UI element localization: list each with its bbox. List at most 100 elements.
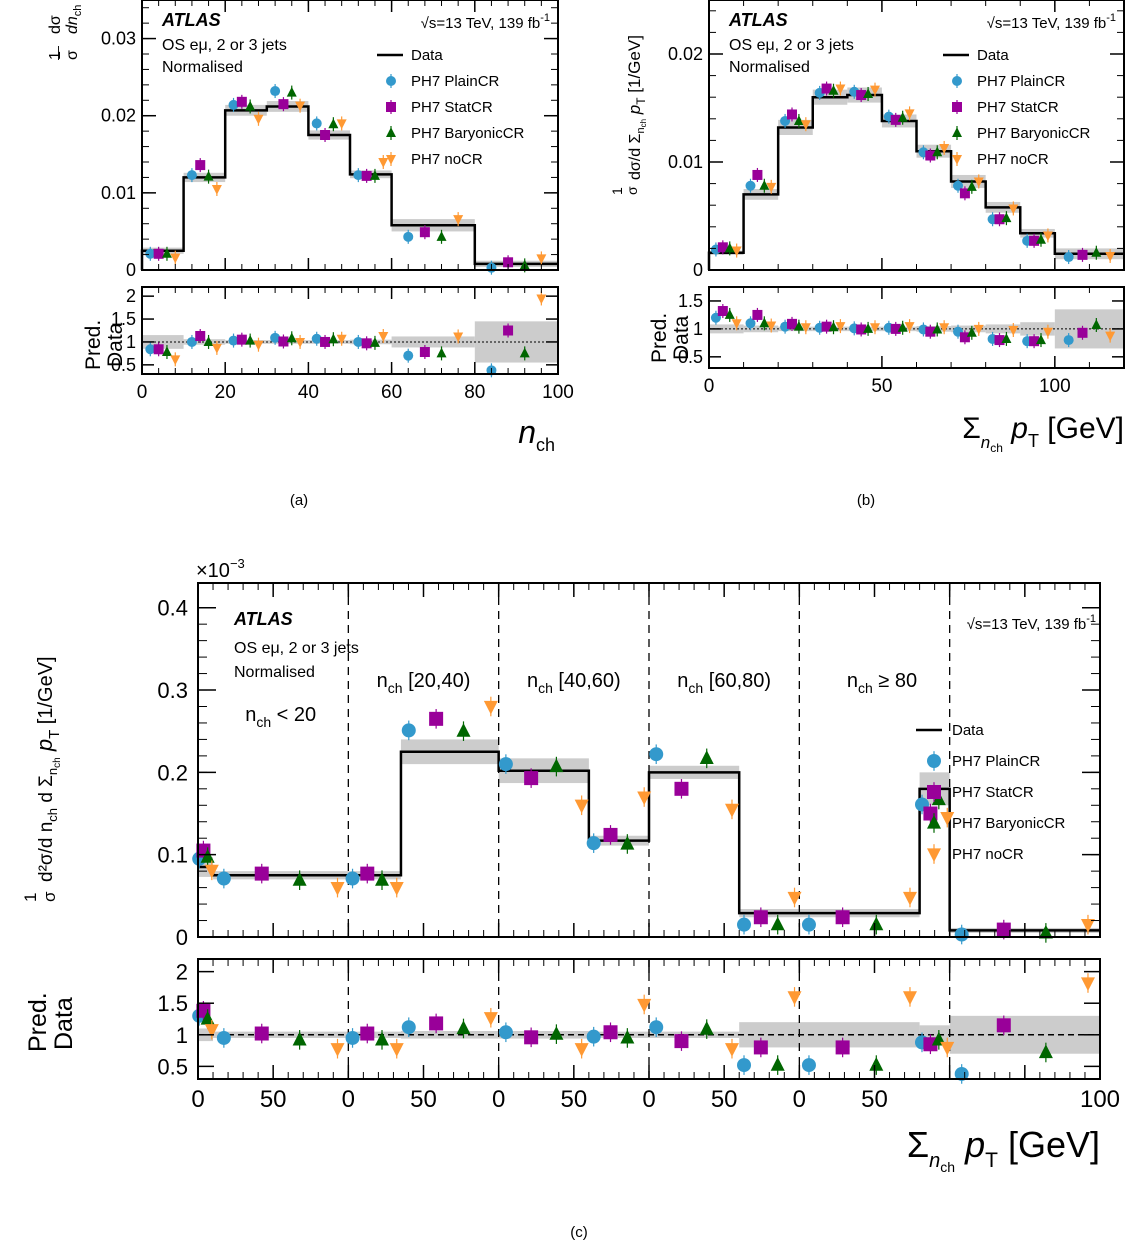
ratio-point-ph7-statcr xyxy=(925,324,936,339)
legend-marker-ph7-nocr xyxy=(386,152,396,166)
x-tick-label: 60 xyxy=(381,382,402,403)
point-ph7-statcr-dot xyxy=(503,257,514,268)
ratio-point-ph7-statcr-dot xyxy=(603,1025,618,1040)
point-ph7-nocr xyxy=(1008,201,1019,216)
point-ph7-nocr-dot xyxy=(336,119,347,130)
legend-label-ph7-plaincr: PH7 PlainCR xyxy=(952,753,1041,770)
point-ph7-statcr xyxy=(1029,233,1040,248)
ratio-point-ph7-nocr-dot xyxy=(940,1041,955,1056)
point-ph7-baryoniccr xyxy=(328,117,339,132)
point-ph7-statcr xyxy=(959,186,970,201)
ratio-point-ph7-statcr xyxy=(994,333,1005,348)
ratio-point-ph7-plaincr xyxy=(311,331,322,346)
ratio-point-ph7-baryoniccr-dot xyxy=(759,317,770,328)
legend-label-ph7-baryoniccr: PH7 BaryonicCR xyxy=(977,125,1091,142)
ratio-point-ph7-statcr-dot xyxy=(717,306,728,317)
point-ph7-statcr xyxy=(717,240,728,255)
ratio-point-ph7-plaincr xyxy=(353,334,364,349)
ratio-point-ph7-baryoniccr xyxy=(966,325,977,340)
ratio-point-ph7-baryoniccr xyxy=(869,1055,884,1075)
point-ph7-nocr xyxy=(787,887,802,908)
ratio-point-ph7-plaincr-dot xyxy=(345,1030,360,1045)
ratio-point-ph7-baryoniccr-dot xyxy=(897,322,908,332)
y-axis-label-b-part: [1/GeV] xyxy=(625,35,644,97)
point-ph7-nocr xyxy=(204,860,219,881)
ratio-point-ph7-nocr-dot xyxy=(336,334,347,345)
point-ph7-plaincr xyxy=(401,720,416,741)
y-axis-label-a-dnum-part: dσ xyxy=(47,15,64,34)
legend-label-ph7-statcr: PH7 StatCR xyxy=(977,99,1059,116)
point-ph7-statcr-dot xyxy=(752,169,763,180)
ratio-point-ph7-nocr xyxy=(211,340,222,355)
point-ph7-statcr xyxy=(821,81,832,96)
point-ph7-plaincr xyxy=(145,246,156,261)
x-tick-label: 50 xyxy=(871,376,892,397)
legend-label-data: Data xyxy=(977,47,1009,64)
info-line-1: OS eμ, 2 or 3 jets xyxy=(729,37,854,54)
point-ph7-baryoniccr xyxy=(620,834,635,854)
ratio-y-tick-label: 0.5 xyxy=(157,1054,188,1079)
point-ph7-statcr xyxy=(195,158,206,173)
point-ph7-statcr-dot xyxy=(717,242,728,253)
info-line-1: OS eμ, 2 or 3 jets xyxy=(162,37,287,54)
point-ph7-statcr xyxy=(674,779,689,799)
ratio-point-ph7-statcr-dot xyxy=(360,1026,375,1041)
ratio-point-ph7-nocr xyxy=(870,320,880,335)
point-ph7-nocr xyxy=(295,98,306,113)
ratio-point-ph7-plaincr-dot xyxy=(498,1025,513,1040)
point-ph7-baryoniccr xyxy=(1036,232,1046,247)
point-ph7-statcr xyxy=(925,148,936,163)
ratio-point-ph7-baryoniccr xyxy=(292,1030,307,1050)
y-tick-label: 0.02 xyxy=(101,106,136,126)
ratio-point-ph7-nocr-dot xyxy=(378,331,389,342)
ratio-point-ph7-plaincr xyxy=(498,1022,513,1043)
info-line-1: OS eμ, 2 or 3 jets xyxy=(234,640,359,657)
ratio-point-ph7-baryoniccr-dot xyxy=(699,1021,714,1035)
ratio-point-ph7-nocr-dot xyxy=(330,1043,345,1057)
ratio-point-ph7-nocr-dot xyxy=(453,332,464,343)
ratio-point-ph7-plaincr-dot xyxy=(353,336,364,347)
y-axis-label-c-part: d Σ xyxy=(36,775,57,808)
ratio-point-ph7-statcr xyxy=(254,1023,269,1044)
point-ph7-statcr xyxy=(360,863,375,884)
point-ph7-statcr xyxy=(419,225,430,240)
legend-marker-ph7-plaincr xyxy=(386,74,396,88)
x-axis-label-a-part: n xyxy=(518,414,536,450)
ratio-point-ph7-nocr xyxy=(973,321,984,336)
y-multiplier: ×10−3 xyxy=(196,556,245,582)
ratio-point-ph7-nocr xyxy=(1105,328,1116,343)
y-axis-label-b-one: 1 xyxy=(609,187,625,195)
ratio-point-ph7-nocr-dot xyxy=(835,322,846,332)
point-ph7-plaincr xyxy=(954,924,969,945)
y-axis-label-a-den-part: σ xyxy=(64,50,81,60)
ratio-point-ph7-baryoniccr-dot xyxy=(245,334,256,345)
ratio-point-ph7-baryoniccr xyxy=(897,320,908,335)
point-ph7-baryoniccr xyxy=(1038,923,1053,943)
ratio-point-ph7-statcr xyxy=(195,328,206,343)
point-ph7-nocr-dot xyxy=(800,120,811,130)
legend-label-ph7-statcr: PH7 StatCR xyxy=(952,784,1034,801)
point-ph7-baryoniccr-dot xyxy=(966,181,977,191)
y-tick-label: 0.2 xyxy=(157,760,188,785)
point-ph7-nocr-dot xyxy=(940,812,955,826)
ratio-point-ph7-statcr xyxy=(787,316,797,331)
point-ph7-plaincr-dot xyxy=(953,180,963,191)
ratio-point-ph7-nocr-dot xyxy=(973,324,984,335)
point-ph7-nocr xyxy=(731,243,742,258)
point-ph7-nocr-dot xyxy=(536,254,547,265)
point-ph7-nocr-dot xyxy=(724,803,739,818)
legend-label-ph7-nocr: PH7 noCR xyxy=(977,151,1049,168)
ratio-point-ph7-nocr xyxy=(939,320,950,335)
point-ph7-statcr xyxy=(890,112,901,127)
point-ph7-plaincr xyxy=(498,754,513,774)
x-tick-label: 100 xyxy=(1039,376,1071,397)
region-label-1-part: n xyxy=(245,704,256,726)
point-ph7-plaincr xyxy=(270,84,281,99)
ratio-point-ph7-statcr-dot xyxy=(787,318,797,329)
x-tick-label: 50 xyxy=(260,1086,287,1113)
point-ph7-statcr xyxy=(603,825,618,845)
point-ph7-nocr xyxy=(835,81,846,96)
point-ph7-plaincr-dot xyxy=(228,99,239,110)
ratio-point-ph7-statcr-dot xyxy=(925,326,936,337)
info-line-2: Normalised xyxy=(162,59,243,76)
